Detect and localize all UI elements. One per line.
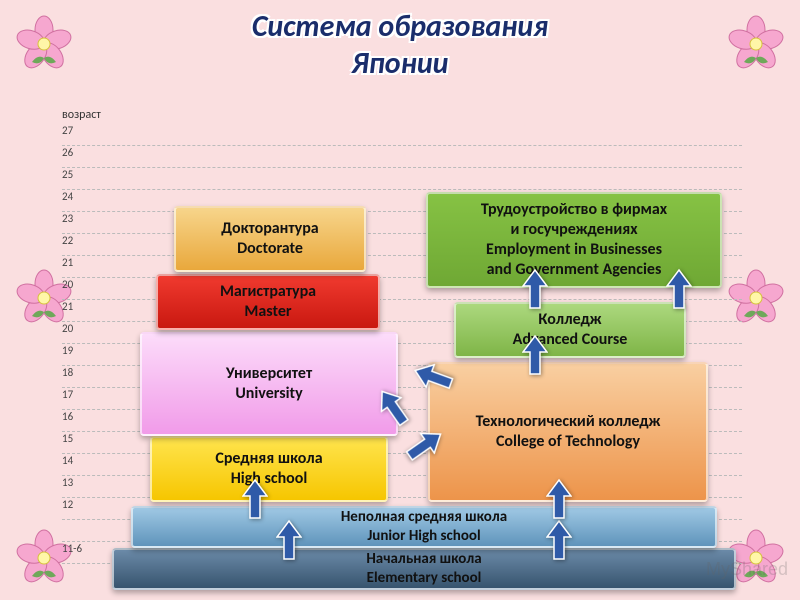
diagram-canvas: Начальная школаElementary schoolНеполная… <box>90 108 760 592</box>
arrow-el-to-junior-right <box>546 519 572 561</box>
box-doctorate: ДокторантураDoctorate <box>174 206 366 272</box>
watermark: MyShared <box>706 559 788 580</box>
arrow-junior-to-tech <box>546 478 572 520</box>
arrow-junior-to-high <box>242 478 268 520</box>
slide-title: Система образованияЯпонии <box>0 8 800 82</box>
arrow-tech-to-adv <box>522 334 548 376</box>
arrow-el-to-junior-left <box>276 519 302 561</box>
box-high: Средняя школаHigh school <box>150 436 388 502</box>
arrow-adv-to-emp <box>522 268 548 310</box>
box-university: УниверситетUniversity <box>140 332 398 436</box>
box-advanced: КолледжAdvanced Course <box>454 302 686 358</box>
arrow-tech-to-emp <box>666 268 692 310</box>
box-junior: Неполная средняя школаJunior High school <box>131 506 717 548</box>
box-master: МагистратураMaster <box>156 274 380 330</box>
box-elementary: Начальная школаElementary school <box>112 548 736 590</box>
